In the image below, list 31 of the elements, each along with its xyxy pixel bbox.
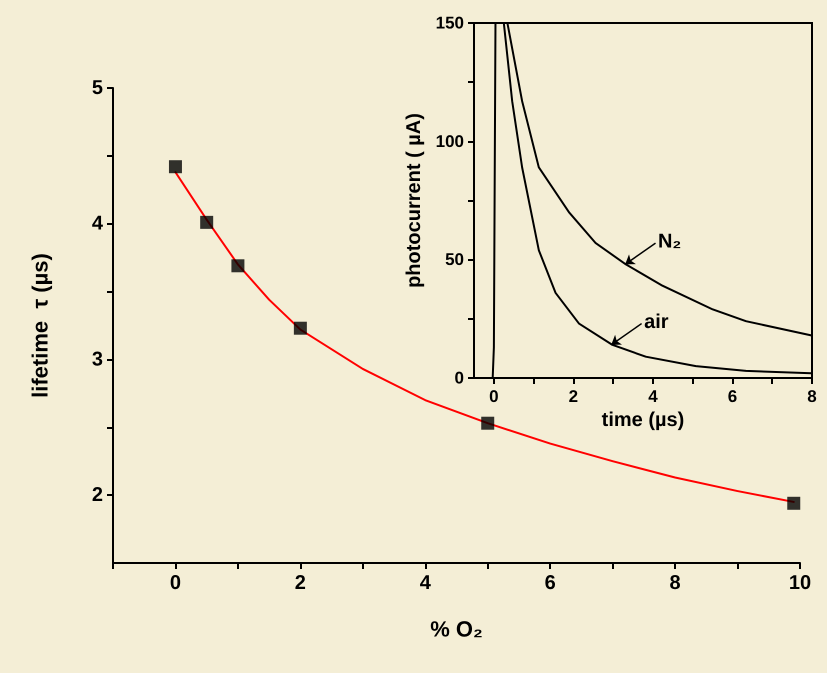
point [200, 216, 214, 229]
x-tick-label: 0 [489, 387, 499, 406]
point [787, 496, 800, 510]
x-axis-title: time (µs) [602, 409, 684, 431]
point [231, 259, 244, 272]
x-tick-label: 10 [788, 572, 812, 594]
x-tick-label: 2 [294, 572, 306, 594]
y-tick-label: 3 [92, 348, 103, 370]
y-axis-title: lifetime τ (µs) [28, 253, 52, 398]
y-tick-label: 150 [436, 14, 464, 32]
annotation: air [644, 310, 669, 333]
y-tick-label: 5 [92, 77, 103, 99]
x-axis-title: % O₂ [430, 616, 483, 642]
annotation: N₂ [658, 230, 682, 252]
y-tick-label: 4 [92, 212, 104, 235]
y-tick-label: 50 [445, 250, 464, 270]
y-tick-label: 0 [454, 368, 464, 388]
y-tick-label: 2 [92, 484, 103, 506]
x-tick-label: 6 [544, 572, 556, 594]
x-tick-label: 0 [170, 572, 182, 594]
x-tick-label: 4 [648, 387, 658, 406]
x-tick-label: 4 [420, 572, 432, 594]
point [481, 416, 494, 430]
x-tick-label: 6 [728, 387, 738, 406]
x-tick-label: 8 [807, 387, 817, 406]
x-tick-label: 8 [670, 572, 681, 594]
x-tick-label: 2 [568, 387, 578, 406]
y-axis-title: photocurrent ( µA) [403, 113, 425, 288]
y-tick-label: 100 [436, 132, 464, 151]
point [294, 322, 307, 335]
point [168, 160, 182, 174]
